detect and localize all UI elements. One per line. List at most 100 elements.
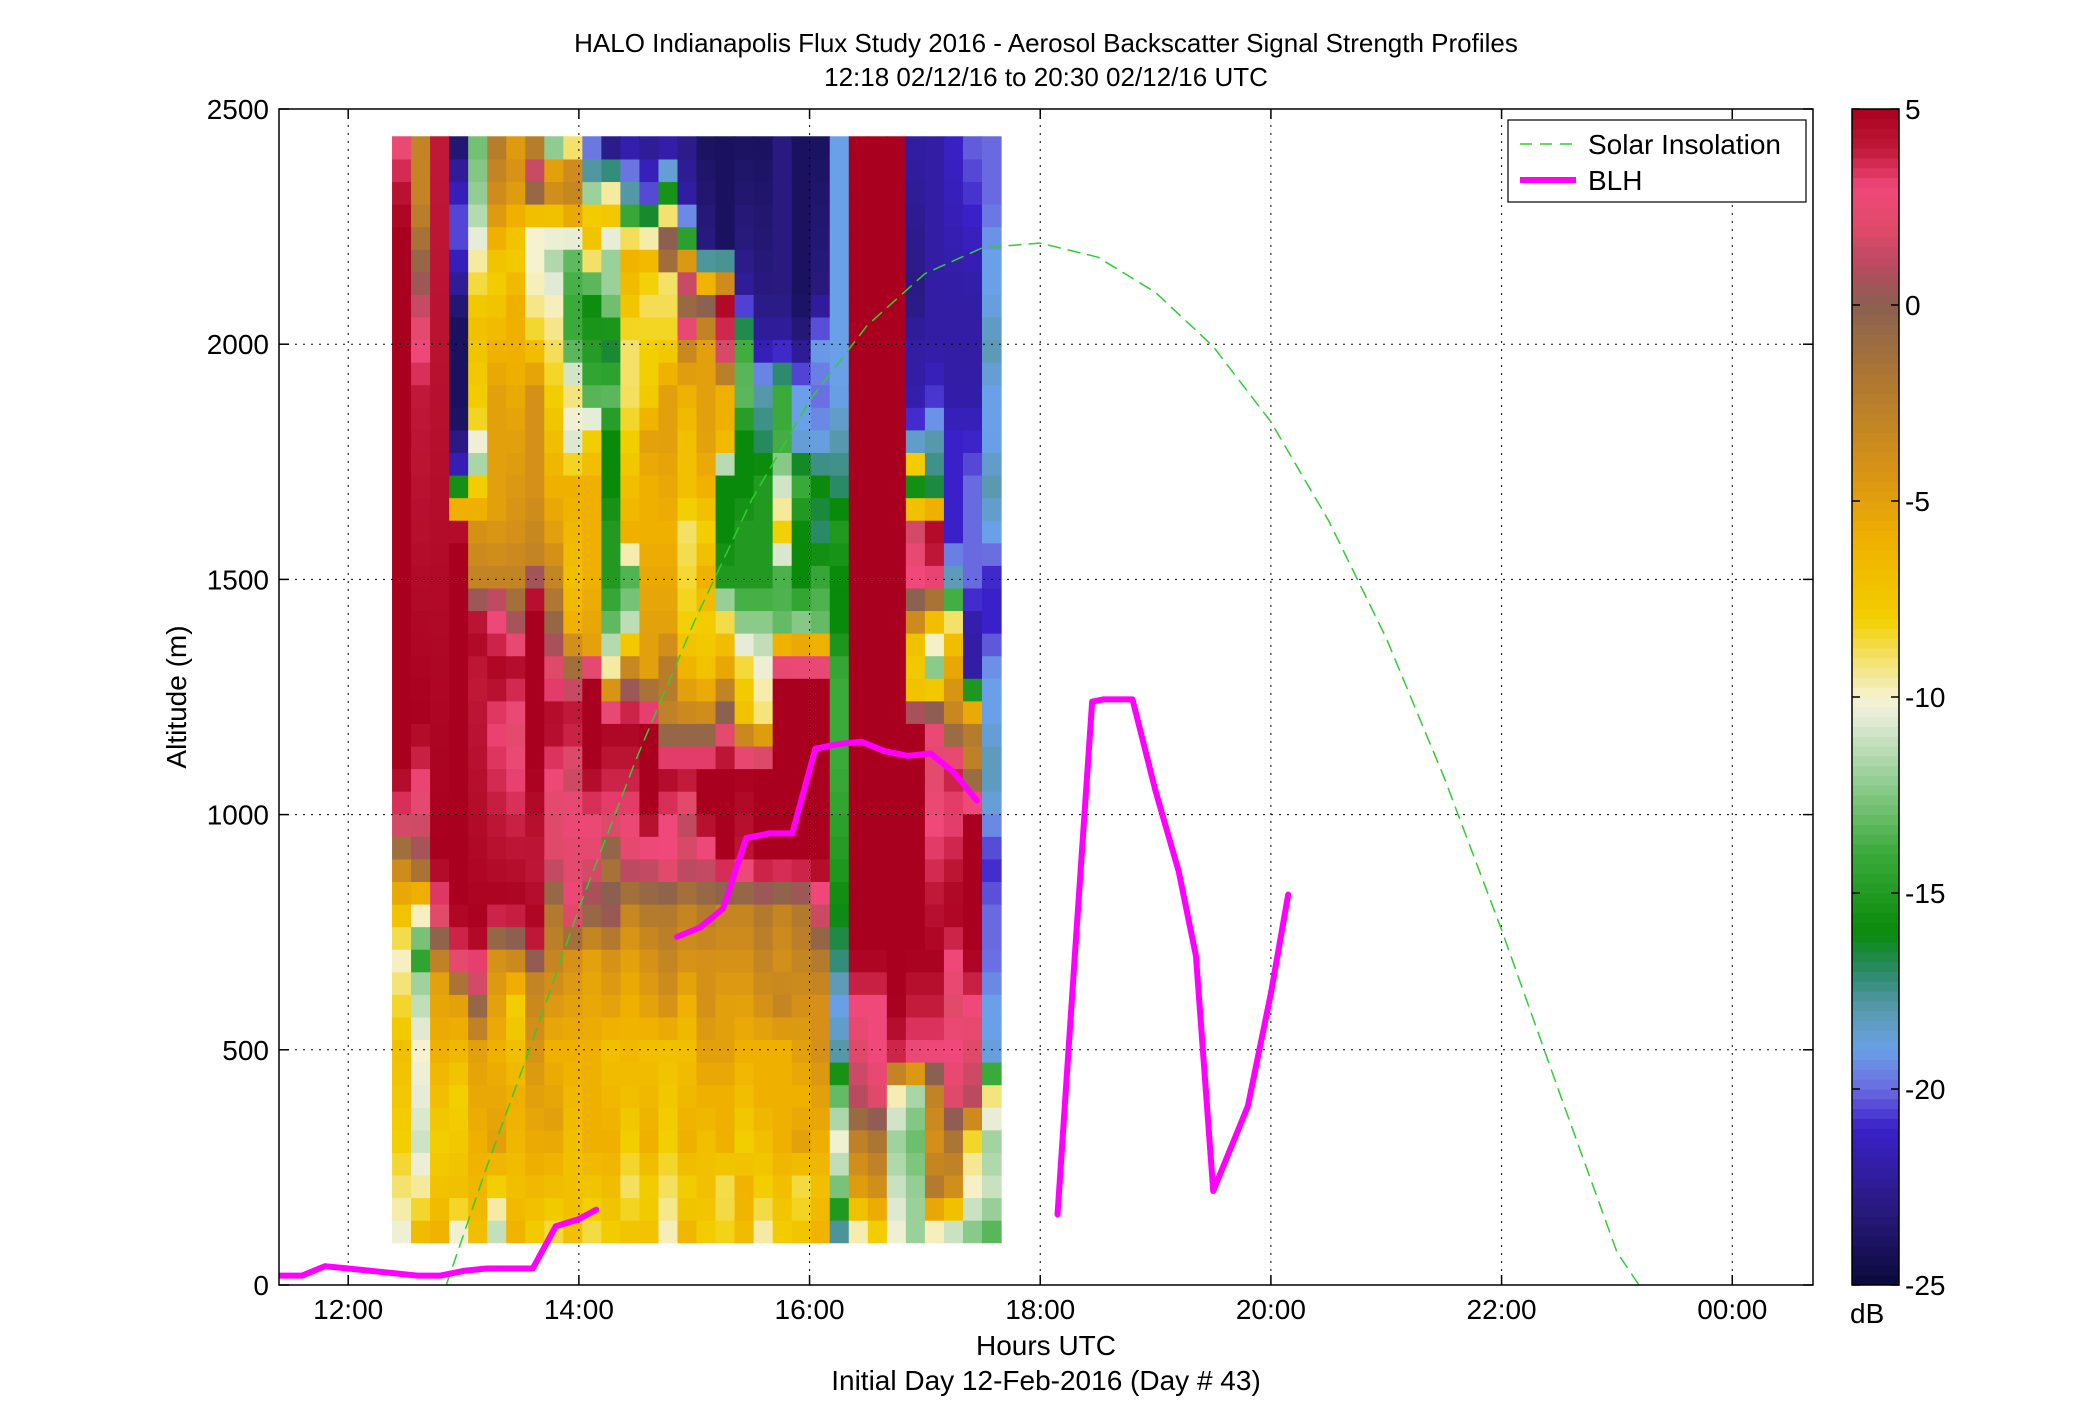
- heatmap-cell: [981, 362, 1002, 386]
- heatmap-cell: [772, 339, 793, 363]
- heatmap-cell: [981, 1016, 1002, 1041]
- heatmap-cell: [772, 1220, 793, 1244]
- heatmap-cell: [943, 1039, 964, 1063]
- heatmap-cell: [506, 1084, 526, 1108]
- heatmap-cell: [734, 520, 755, 544]
- heatmap-cell: [962, 633, 983, 657]
- heatmap-cell: [525, 316, 545, 341]
- heatmap-cell: [696, 1220, 717, 1244]
- y-axis-label: Altitude (m): [161, 625, 192, 768]
- heatmap-cell: [943, 520, 964, 544]
- heatmap-cell: [810, 520, 831, 544]
- heatmap-cell: [810, 1039, 831, 1063]
- heatmap-cell: [867, 542, 888, 566]
- heatmap-cell: [848, 362, 869, 386]
- colorbar-cell: [1852, 618, 1899, 629]
- heatmap-cell: [848, 745, 869, 770]
- heatmap-cell: [563, 700, 583, 724]
- colorbar-cell: [1852, 1275, 1899, 1286]
- heatmap-cell: [829, 1039, 850, 1063]
- heatmap-cell: [791, 633, 812, 657]
- heatmap-cell: [411, 407, 431, 431]
- legend-box: [1507, 119, 1807, 203]
- heatmap-cell: [392, 1016, 412, 1041]
- heatmap-cell: [734, 542, 755, 566]
- heatmap-cell: [620, 587, 641, 612]
- heatmap-cell: [582, 271, 602, 295]
- heatmap-cell: [582, 474, 602, 499]
- heatmap-cell: [791, 294, 812, 318]
- heatmap-cell: [525, 1039, 545, 1063]
- heatmap-cell: [886, 1016, 907, 1041]
- colorbar-cell: [1852, 334, 1899, 345]
- heatmap-cell: [886, 1174, 907, 1199]
- heatmap-cell: [468, 903, 488, 928]
- heatmap-cell: [525, 1084, 545, 1108]
- heatmap-cell: [772, 497, 793, 521]
- heatmap-cell: [848, 655, 869, 679]
- heatmap-cell: [392, 858, 412, 882]
- heatmap-cell: [981, 610, 1002, 634]
- legend: Solar Insolation BLH: [1507, 119, 1807, 203]
- heatmap-cell: [639, 384, 660, 408]
- heatmap-cell: [658, 362, 679, 386]
- heatmap-cell: [582, 407, 602, 431]
- heatmap-cell: [734, 226, 755, 250]
- heatmap-cell: [487, 1062, 507, 1086]
- heatmap-cell: [886, 429, 907, 453]
- heatmap-cell: [943, 294, 964, 318]
- heatmap-cell: [905, 1084, 926, 1108]
- heatmap-cell: [696, 271, 717, 295]
- heatmap-cell: [981, 926, 1002, 950]
- heatmap-cell: [848, 949, 869, 973]
- heatmap-cell: [924, 836, 945, 860]
- heatmap-cell: [430, 1039, 450, 1063]
- colorbar-cell: [1852, 716, 1899, 727]
- heatmap-cell: [829, 1152, 850, 1176]
- heatmap-cell: [430, 542, 450, 566]
- heatmap-cell: [506, 249, 526, 273]
- heatmap-cell: [658, 497, 679, 521]
- heatmap-cell: [582, 926, 602, 950]
- heatmap-cell: [677, 971, 698, 995]
- heatmap-cell: [582, 339, 602, 363]
- heatmap-cell: [525, 565, 545, 589]
- heatmap-cell: [601, 452, 621, 476]
- heatmap-cell: [886, 271, 907, 295]
- colorbar-cell: [1852, 687, 1899, 698]
- heatmap-cell: [848, 474, 869, 499]
- heatmap-cell: [639, 881, 660, 905]
- heatmap-cell: [544, 971, 564, 995]
- heatmap-cell: [430, 1197, 450, 1221]
- heatmap-cell: [563, 181, 583, 205]
- heatmap-cell: [810, 1062, 831, 1086]
- heatmap-cell: [791, 1220, 812, 1244]
- heatmap-cell: [829, 1016, 850, 1041]
- heatmap-cell: [810, 587, 831, 612]
- heatmap-cell: [943, 362, 964, 386]
- heatmap-cell: [867, 1174, 888, 1199]
- heatmap-cell: [924, 813, 945, 837]
- heatmap-cell: [886, 1084, 907, 1108]
- heatmap-cell: [943, 407, 964, 431]
- heatmap-cell: [905, 407, 926, 431]
- heatmap-cell: [487, 768, 507, 792]
- heatmap-cell: [392, 1220, 412, 1244]
- heatmap-cell: [734, 271, 755, 295]
- heatmap-cell: [867, 723, 888, 747]
- heatmap-cell: [772, 949, 793, 973]
- heatmap-cell: [962, 700, 983, 724]
- heatmap-cell: [620, 768, 641, 792]
- heatmap-cell: [829, 226, 850, 250]
- heatmap-cell: [981, 429, 1002, 453]
- heatmap-cell: [791, 1039, 812, 1063]
- heatmap-cell: [544, 520, 564, 544]
- heatmap-cell: [924, 903, 945, 928]
- heatmap-cell: [962, 565, 983, 589]
- heatmap-cell: [468, 836, 488, 860]
- heatmap-cell: [601, 633, 621, 657]
- heatmap-cell: [525, 204, 545, 228]
- heatmap-cell: [411, 249, 431, 273]
- heatmap-cell: [734, 768, 755, 792]
- heatmap-cell: [753, 994, 774, 1018]
